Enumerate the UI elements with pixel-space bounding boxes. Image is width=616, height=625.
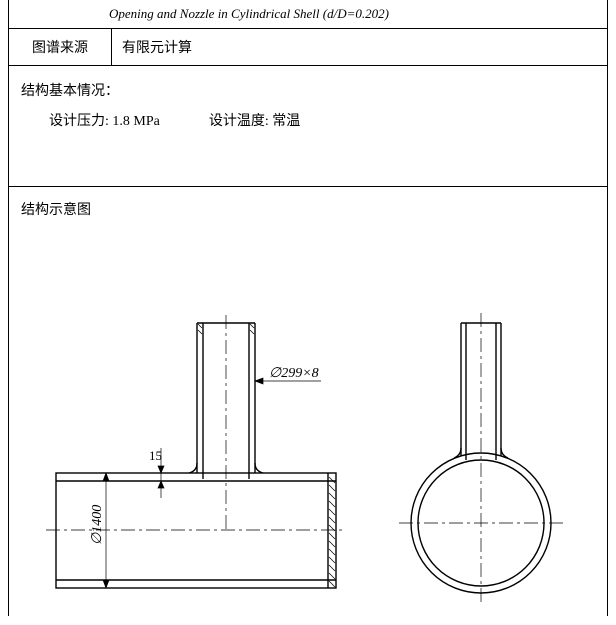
header-structure-row: Opening and Nozzle in Cylindrical Shell … (9, 0, 607, 29)
diagram-block: 结构示意图 (9, 187, 607, 625)
source-value: 有限元计算 (112, 29, 607, 65)
engineering-diagram: ∅299×8 15 ∅1400 (21, 223, 601, 613)
nozzle-dim-text: ∅299×8 (269, 366, 319, 381)
basic-info-title: 结构基本情况： (21, 80, 595, 100)
structure-text: Opening and Nozzle in Cylindrical Shell … (109, 6, 389, 21)
source-row: 图谱来源 有限元计算 (9, 29, 607, 66)
right-view (399, 313, 563, 605)
pressure-label: 设计压力: (49, 110, 109, 130)
page-container: Opening and Nozzle in Cylindrical Shell … (8, 0, 608, 616)
pressure-value: 1.8 MPa (112, 114, 159, 130)
left-view: ∅299×8 15 ∅1400 (46, 315, 346, 588)
temp-value: 常温 (272, 110, 300, 130)
source-label: 图谱来源 (9, 29, 112, 65)
params-line: 设计压力: 1.8 MPa 设计温度: 常温 (21, 110, 595, 130)
shell-dia-text: ∅1400 (90, 505, 105, 545)
diagram-title: 结构示意图 (21, 199, 595, 219)
wall-thick-text: 15 (149, 448, 162, 463)
temp-label: 设计温度: (209, 110, 269, 130)
basic-info-block: 结构基本情况： 设计压力: 1.8 MPa 设计温度: 常温 (9, 66, 607, 187)
